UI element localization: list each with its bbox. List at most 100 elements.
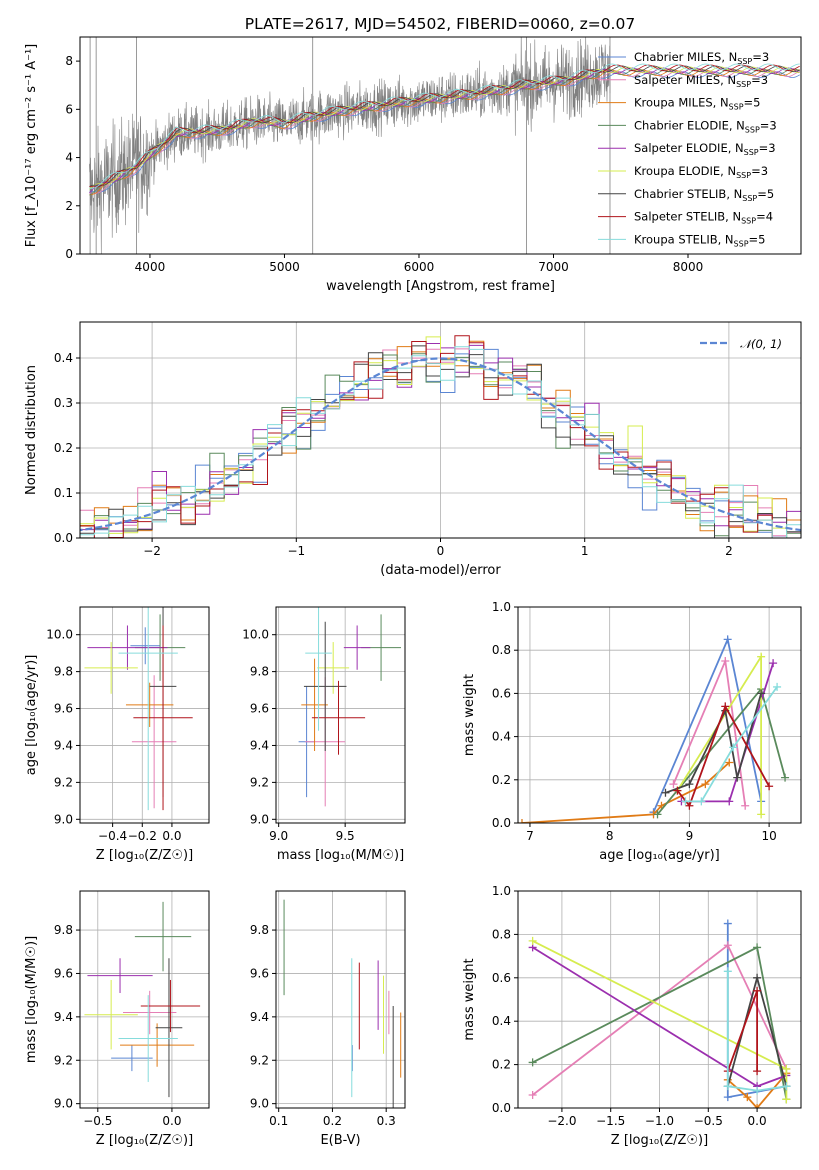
y-tick-label: 9.4	[250, 1010, 269, 1024]
model-spectrum-4	[89, 67, 800, 194]
errorbar-point-8	[305, 607, 332, 731]
observed-spectrum	[89, 37, 611, 254]
y-tick-label: 2	[65, 199, 73, 213]
y-tick-label: 9.4	[54, 738, 73, 752]
weight-series-7	[676, 704, 770, 808]
x-tick-label: −0.5	[83, 1114, 112, 1128]
legend-entry: Salpeter STELIB, NSSP=4	[634, 210, 773, 226]
axes-frame	[275, 606, 406, 824]
errorbar-point-3	[134, 901, 192, 972]
y-axis-label: mass weight	[462, 674, 477, 756]
y-tick-label: 9.4	[250, 738, 269, 752]
weight-marker	[681, 797, 690, 806]
model-spectrum-7	[89, 64, 800, 188]
y-tick-label: 10.0	[242, 628, 269, 642]
x-tick-label: 10	[761, 829, 776, 843]
x-tick-label: −1.5	[596, 1114, 625, 1128]
x-tick-label: 5000	[269, 260, 300, 274]
x-tick-label: 2	[725, 544, 733, 558]
weight-marker	[743, 1093, 752, 1102]
plot-area	[80, 335, 801, 538]
axes-frame	[79, 321, 802, 539]
weight-marker	[753, 1067, 762, 1076]
weight-marker	[733, 773, 742, 782]
plot-area	[518, 635, 790, 823]
weight-marker	[782, 1095, 791, 1104]
y-tick-label: 9.2	[250, 775, 269, 789]
weight-marker	[753, 973, 762, 982]
axes-frame	[517, 606, 802, 824]
y-tick-label: 4	[65, 151, 73, 165]
x-axis-label: (data-model)/error	[380, 563, 501, 578]
y-axis-label: age [log₁₀(age/yr)]	[24, 655, 39, 776]
legend-entry: Chabrier ELODIE, NSSP=3	[634, 118, 777, 134]
legend-entry: Kroupa MILES, NSSP=5	[634, 96, 760, 112]
y-tick-label: 0.8	[492, 643, 511, 657]
axes-frame	[79, 890, 210, 1109]
errorbar-point-2	[125, 682, 174, 727]
panel-mass_vs_Z: −0.5 0.0 9.0 9.2 9.4 9.6 9.8 Z [log₁₀(Z/Z☉)] mas…	[24, 890, 210, 1148]
weight-marker	[781, 773, 790, 782]
x-tick-label: 0.0	[162, 829, 181, 843]
y-tick-label: 0.4	[492, 1014, 511, 1028]
x-tick-label: 9.0	[269, 829, 288, 843]
weight-marker	[769, 659, 778, 668]
y-tick-label: 0.6	[492, 971, 511, 985]
x-tick-label: 0.1	[269, 1114, 288, 1128]
y-tick-label: 1.0	[492, 884, 511, 898]
weight-marker	[757, 652, 766, 661]
weight-marker	[528, 1058, 537, 1067]
y-tick-label: 0.3	[54, 396, 73, 410]
weight-marker	[721, 702, 730, 711]
plot-area	[283, 899, 402, 1108]
y-tick-label: 9.2	[250, 1053, 269, 1067]
panel-spectrum: 4000 5000 6000 7000 8000 0 2 4 6 8 wavelength [Ang…	[24, 36, 802, 294]
errorbar-point-4	[87, 625, 168, 670]
x-tick-label: −0.5	[694, 1114, 723, 1128]
weight-marker	[757, 689, 766, 698]
weight-marker	[661, 788, 670, 797]
weight-marker	[725, 758, 734, 767]
panel-age_vs_mass: 9.0 9.5 9.0 9.2 9.4 9.6 9.8 10.0 mass [log₁₀(M/M…	[242, 606, 406, 863]
x-tick-label: 7	[526, 829, 534, 843]
legend-entry: Kroupa STELIB, NSSP=5	[634, 232, 765, 248]
errorbar-point-7	[133, 625, 193, 811]
x-axis-label: E(B-V)	[320, 1133, 360, 1148]
y-tick-label: 9.8	[54, 923, 73, 937]
legend-entry: 𝒩(0, 1)	[740, 337, 782, 351]
y-tick-label: 9.0	[54, 812, 73, 826]
weight-marker	[753, 1086, 762, 1095]
errorbar-point-1	[123, 990, 177, 1035]
x-tick-label: 0.0	[162, 1114, 181, 1128]
weight-series-0	[652, 636, 762, 813]
legend-entry: Chabrier MILES, NSSP=3	[634, 50, 769, 66]
legend-entry: Salpeter MILES, NSSP=3	[634, 73, 768, 89]
weight-marker	[753, 943, 762, 952]
y-tick-label: 6	[65, 102, 73, 116]
weight-marker	[741, 801, 750, 810]
y-tick-label: 9.2	[54, 775, 73, 789]
x-tick-label: 0.2	[323, 1114, 342, 1128]
y-tick-label: 9.8	[54, 665, 73, 679]
y-tick-label: 9.0	[250, 1097, 269, 1111]
legend: 𝒩(0, 1)	[700, 337, 782, 351]
x-tick-label: 9.5	[336, 829, 355, 843]
weight-marker	[725, 797, 734, 806]
errorbar-point-2	[301, 658, 328, 751]
x-tick-label: 0.3	[377, 1114, 396, 1128]
x-axis-label: Z [log₁₀(Z/Z☉)]	[96, 848, 193, 863]
y-tick-label: 9.0	[54, 1097, 73, 1111]
weight-marker	[685, 780, 694, 789]
panel-residuals: −2 −1 0 1 2 0.0 0.1 0.2 0.3 0.4 (data-model)/error…	[24, 321, 802, 578]
weight-marker	[653, 810, 662, 819]
errorbar-point-0	[130, 627, 161, 665]
y-tick-label: 0	[65, 247, 73, 261]
y-tick-label: 10.0	[46, 628, 73, 642]
x-tick-label: 6000	[404, 260, 435, 274]
y-tick-label: 9.6	[54, 966, 73, 980]
y-axis-label: mass weight	[462, 958, 477, 1040]
plot-area	[84, 901, 201, 1098]
weight-marker	[753, 1104, 762, 1108]
model-spectrum-8	[89, 63, 800, 189]
